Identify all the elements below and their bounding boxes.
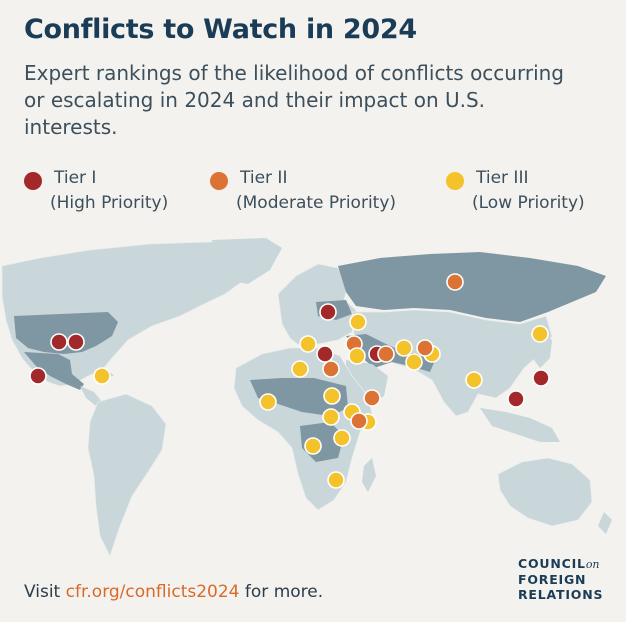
conflict-marker-tier-3[interactable]: Kenya (304, 437, 322, 455)
legend-tier-1-desc: (High Priority) (50, 193, 169, 213)
legend-tier-3-name: Tier III (476, 168, 529, 188)
conflict-marker-tier-3[interactable]: Libya (291, 360, 309, 378)
greenland-land (212, 238, 282, 284)
world-map: United States (west)United States (east)… (1, 238, 612, 558)
footer: Visit cfr.org/conflicts2024 for more. (24, 582, 323, 602)
southeast-asia-islands (480, 408, 560, 442)
conflict-marker-tier-1[interactable]: United States (east) (67, 333, 85, 351)
conflict-marker-tier-3[interactable]: Kashmir (465, 371, 483, 389)
conflict-marker-tier-1[interactable]: United States (west) (50, 333, 68, 351)
mexico-land (24, 352, 84, 390)
conflict-marker-tier-3[interactable]: Myanmar (531, 325, 549, 343)
page-title: Conflicts to Watch in 2024 (24, 14, 417, 45)
conflict-marker-tier-3[interactable]: DR Congo (327, 471, 345, 489)
conflict-marker-tier-2[interactable]: Iraq (377, 345, 395, 363)
conflict-marker-tier-3[interactable]: Turkey (299, 335, 317, 353)
conflict-marker-tier-2[interactable]: Egypt (322, 360, 340, 378)
conflict-marker-tier-1[interactable]: Taiwan (507, 390, 525, 408)
cfr-logo: COUNCILon FOREIGN RELATIONS (518, 556, 603, 602)
conflict-marker-tier-3[interactable]: Black Sea (349, 313, 367, 331)
footer-prefix: Visit (24, 582, 66, 602)
conflict-marker-tier-1[interactable]: North Korea (532, 369, 550, 387)
conflict-marker-tier-3[interactable]: Sudan (323, 387, 341, 405)
madagascar-land (362, 458, 376, 492)
legend-tier-2-desc: (Moderate Priority) (236, 193, 397, 213)
tier-2-dot-icon (210, 172, 228, 190)
central-america-land (80, 386, 102, 406)
footer-link[interactable]: cfr.org/conflicts2024 (65, 582, 240, 602)
conflict-marker-tier-1[interactable]: Israel (316, 345, 334, 363)
conflict-markers: United States (west)United States (east)… (29, 273, 550, 489)
conflict-marker-tier-3[interactable]: Central Africa (333, 429, 351, 447)
new-zealand-land (598, 512, 612, 534)
conflict-marker-tier-3[interactable]: Mozambique (395, 339, 413, 357)
brand-line-2: FOREIGN (518, 572, 587, 587)
brand-line-3: RELATIONS (518, 587, 604, 602)
conflict-marker-tier-3[interactable]: South Sudan (322, 408, 340, 426)
conflict-marker-tier-3[interactable]: Afghanistan (405, 353, 423, 371)
tier-3-dot-icon (446, 172, 464, 190)
usa-highlight (14, 312, 118, 354)
conflict-marker-tier-3[interactable]: Mali (259, 393, 277, 411)
conflict-marker-tier-1[interactable]: Mexico (29, 367, 47, 385)
tier-1-dot-icon (24, 172, 42, 190)
south-america-land (87, 393, 167, 558)
legend: Tier I (High Priority) Tier II (Moderate… (0, 166, 626, 222)
footer-suffix: for more. (239, 582, 324, 602)
conflict-marker-tier-2[interactable]: Yemen (363, 389, 381, 407)
conflict-marker-tier-2[interactable]: Russia (446, 273, 464, 291)
page-subtitle: Expert rankings of the likelihood of con… (24, 61, 564, 139)
brand-line-1-small: on (585, 558, 600, 571)
sahel-highlight (250, 378, 348, 416)
russia-highlight (338, 252, 606, 322)
conflict-marker-tier-1[interactable]: Ukraine (319, 303, 337, 321)
conflict-marker-tier-3[interactable]: Haiti (93, 367, 111, 385)
legend-tier-3-desc: (Low Priority) (472, 193, 585, 213)
brand-line-1: COUNCIL (518, 556, 586, 571)
conflict-marker-tier-2[interactable]: India-Pakistan (416, 339, 434, 357)
legend-tier-1-name: Tier I (54, 168, 97, 188)
conflict-marker-tier-2[interactable]: South China Sea (350, 412, 368, 430)
australia-land (497, 457, 593, 527)
conflict-marker-tier-3[interactable]: Caucasus (348, 347, 366, 365)
legend-tier-2-name: Tier II (240, 168, 288, 188)
